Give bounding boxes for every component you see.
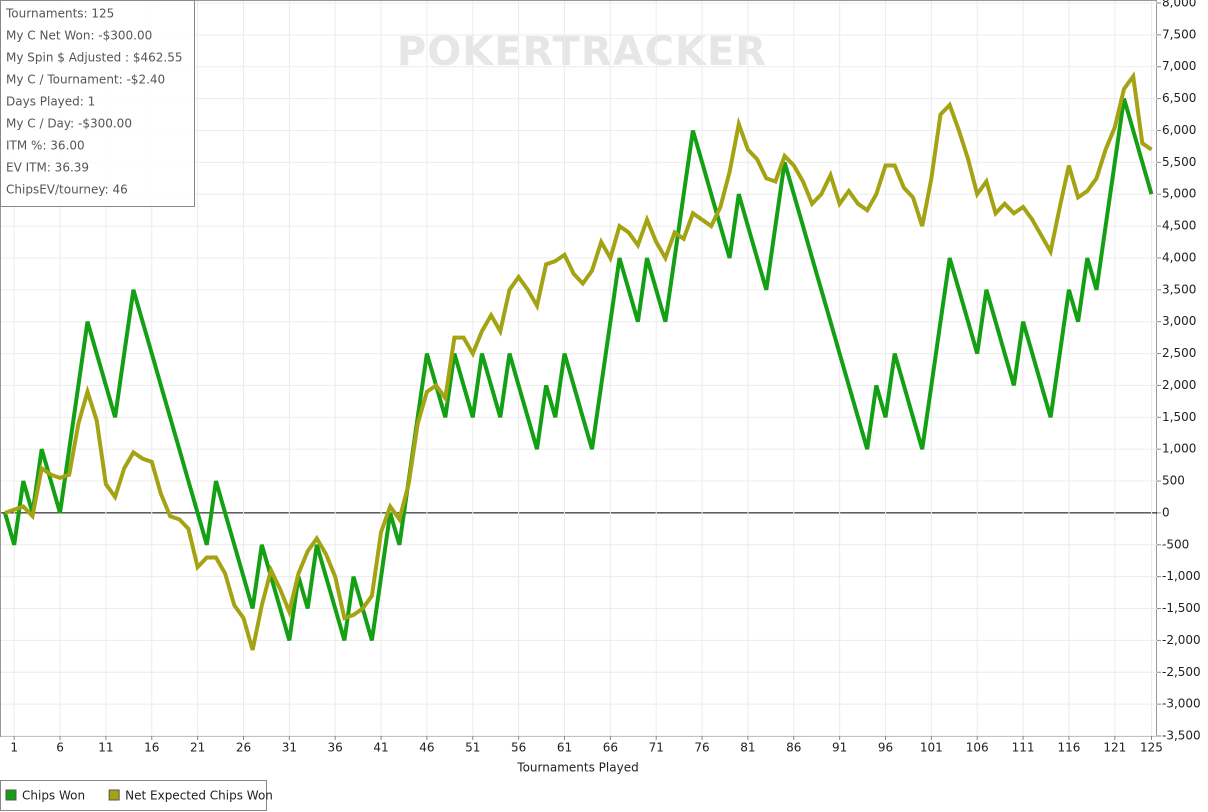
series-line [4,71,1153,651]
lines [3,71,1154,651]
x-tick-label: 101 [920,741,943,755]
y-tick-label: 1,000 [1162,442,1196,456]
y-tick-label: 5,500 [1162,155,1196,169]
y-tick-label: 500 [1162,474,1185,488]
y-tick-label: 0 [1162,505,1170,519]
x-tick-label: 116 [1057,741,1080,755]
y-tick-label: -2,000 [1162,633,1201,647]
y-tick-label: 1,500 [1162,410,1196,424]
x-tick-label: 21 [190,741,205,755]
x-tick-label: 6 [56,741,64,755]
stats-box: Tournaments: 125 My C Net Won: -$300.00 My… [0,0,195,207]
legend-label: Chips Won [22,789,85,803]
x-tick-label: 125 [1140,741,1163,755]
y-tick-label: 5,000 [1162,187,1196,201]
stat-line: EV ITM: 36.39 [6,161,89,175]
y-tick-label: 7,500 [1162,27,1196,41]
stat-line: My C Net Won: -$300.00 [6,29,152,43]
x-tick-label: 26 [236,741,251,755]
y-tick-label: -3,000 [1162,697,1201,711]
legend-items: Chips Won Net Expected Chips Won [5,789,273,803]
y-tick-label: 3,000 [1162,314,1196,328]
x-tick-label: 71 [649,741,664,755]
x-tick-label: 31 [282,741,297,755]
grid: -3,500 -3,000 -2,500 -2,000 -1,500 -1,000 -500… [1,0,1201,755]
y-tick-label: 6,500 [1162,91,1196,105]
y-tick-label: -3,500 [1162,729,1201,743]
legend-swatch [5,789,17,801]
legend [0,780,267,811]
x-tick-label: 121 [1103,741,1126,755]
x-tick-label: 106 [966,741,989,755]
y-tick-label: -1,000 [1162,569,1201,583]
x-tick-label: 91 [832,741,847,755]
x-tick-label: 16 [144,741,159,755]
x-tick-label: 96 [878,741,893,755]
x-tick-label: 11 [98,741,113,755]
y-tick-label: 4,500 [1162,219,1196,233]
y-tick-label: 4,000 [1162,250,1196,264]
y-tick-label: 2,000 [1162,378,1196,392]
stat-line: My C / Day: -$300.00 [6,117,132,131]
x-tick-label: 51 [465,741,480,755]
x-tick-label: 61 [557,741,572,755]
x-tick-label: 56 [511,741,526,755]
x-tick-label: 86 [786,741,801,755]
series-line [3,98,1154,641]
y-tick-label: -500 [1162,537,1189,551]
watermark: POKERTRACKER [397,29,767,75]
stat-line: My C / Tournament: -$2.40 [6,73,165,87]
y-tick-label: -1,500 [1162,601,1201,615]
y-tick-label: 6,000 [1162,123,1196,137]
x-tick-label: 41 [373,741,388,755]
x-tick-label: 46 [419,741,434,755]
stat-line: ChipsEV/tourney: 46 [6,183,128,197]
y-tick-label: 8,000 [1162,0,1196,10]
x-tick-label: 66 [603,741,618,755]
x-tick-label: 111 [1012,741,1035,755]
y-tick-label: 7,000 [1162,59,1196,73]
stat-line: ITM %: 36.00 [6,139,85,153]
stat-line: Days Played: 1 [6,95,95,109]
y-tick-label: 2,500 [1162,346,1196,360]
y-tick-label: 3,500 [1162,282,1196,296]
stats-frame [0,0,195,207]
x-tick-label: 76 [694,741,709,755]
legend-label: Net Expected Chips Won [125,789,273,803]
x-axis-label: Tournaments Played [516,761,638,775]
x-tick-label: 36 [328,741,343,755]
x-tick-label: 81 [740,741,755,755]
x-tick-label: 1 [10,741,18,755]
stat-line: Tournaments: 125 [5,7,114,21]
y-tick-label: -2,500 [1162,665,1201,679]
legend-swatch [108,789,120,801]
stat-line: My Spin $ Adjusted : $462.55 [6,51,183,65]
